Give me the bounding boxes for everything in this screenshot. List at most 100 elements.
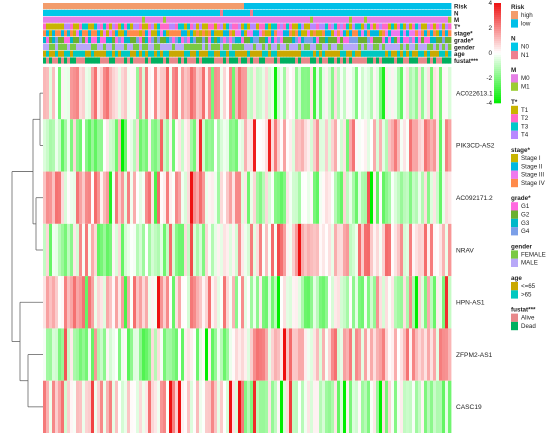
heatmap-cell bbox=[304, 171, 308, 224]
annotation-cell bbox=[91, 23, 95, 30]
annotation-cell bbox=[151, 16, 155, 23]
annotation-cell bbox=[136, 37, 140, 44]
heatmap-cell bbox=[136, 380, 140, 433]
annotation-cell bbox=[214, 57, 218, 64]
heatmap-cell bbox=[361, 119, 365, 172]
heatmap-cell bbox=[322, 380, 326, 433]
annotation-cell bbox=[271, 16, 275, 23]
annotation-cell bbox=[322, 9, 326, 16]
heatmap-cell bbox=[214, 380, 218, 433]
annotation-cell bbox=[307, 16, 311, 23]
heatmap-cell bbox=[280, 380, 284, 433]
annotation-cell bbox=[61, 3, 65, 10]
annotation-cell bbox=[103, 9, 107, 16]
annotation-cell bbox=[352, 30, 356, 37]
heatmap-cell bbox=[409, 276, 413, 329]
heatmap-cell bbox=[382, 119, 386, 172]
heatmap-cell bbox=[91, 276, 95, 329]
annotation-cell bbox=[367, 50, 371, 57]
annotation-cell bbox=[376, 30, 380, 37]
annotation-cell bbox=[388, 37, 392, 44]
heatmap-cell bbox=[169, 171, 173, 224]
heatmap-cell bbox=[169, 119, 173, 172]
annotation-cell bbox=[358, 57, 362, 64]
annotation-cell bbox=[418, 9, 422, 16]
heatmap-cell bbox=[367, 171, 371, 224]
heatmap-cell bbox=[172, 276, 176, 329]
annotation-cell bbox=[418, 50, 422, 57]
annotation-cell bbox=[232, 30, 236, 37]
annotation-cell bbox=[316, 50, 320, 57]
annotation-cell bbox=[391, 16, 395, 23]
annotation-cell bbox=[412, 37, 416, 44]
annotation-cell bbox=[334, 57, 338, 64]
annotation-cell bbox=[292, 9, 296, 16]
annotation-cell bbox=[277, 57, 281, 64]
annotation-cell bbox=[238, 23, 242, 30]
heatmap-cell bbox=[313, 67, 317, 120]
annotation-cell bbox=[358, 43, 362, 50]
annotation-cell bbox=[241, 37, 245, 44]
annotation-cell bbox=[208, 9, 212, 16]
heatmap-cell bbox=[253, 276, 257, 329]
annotation-cell bbox=[85, 30, 89, 37]
annotation-cell bbox=[433, 37, 437, 44]
annotation-cell bbox=[415, 23, 419, 30]
annotation-cell bbox=[262, 9, 266, 16]
heatmap-cell bbox=[133, 171, 137, 224]
annotation-cell bbox=[298, 57, 302, 64]
annotation-cell bbox=[289, 57, 293, 64]
annotation-cell bbox=[301, 16, 305, 23]
annotation-cell bbox=[268, 57, 272, 64]
heatmap-cell bbox=[139, 223, 143, 277]
heatmap-cell bbox=[433, 223, 437, 277]
heatmap-row bbox=[43, 276, 452, 329]
annotation-cell bbox=[427, 37, 431, 44]
heatmap-cell bbox=[334, 276, 338, 329]
heatmap-cell bbox=[235, 67, 239, 120]
heatmap-cell bbox=[433, 171, 437, 224]
annotation-cell bbox=[154, 16, 158, 23]
annotation-cell bbox=[328, 43, 332, 50]
heatmap-cell bbox=[277, 328, 281, 381]
heatmap-cell bbox=[193, 171, 197, 224]
heatmap-cell bbox=[49, 223, 53, 277]
heatmap-cell bbox=[415, 276, 419, 329]
heatmap-cell bbox=[73, 380, 77, 433]
heatmap-cell bbox=[277, 119, 281, 172]
annotation-cell bbox=[388, 9, 392, 16]
annotation-cell bbox=[301, 3, 305, 10]
annotation-cell bbox=[199, 57, 203, 64]
annotation-cell bbox=[325, 43, 329, 50]
heatmap-cell bbox=[94, 223, 98, 277]
annotation-cell bbox=[286, 57, 290, 64]
annotation-cell bbox=[214, 3, 218, 10]
heatmap-cell bbox=[448, 119, 452, 172]
heatmap-cell bbox=[343, 380, 347, 433]
annotation-cell bbox=[88, 43, 92, 50]
annotation-cell bbox=[232, 37, 236, 44]
heatmap-cell bbox=[58, 67, 62, 120]
heatmap-cell bbox=[214, 276, 218, 329]
annotation-cell bbox=[229, 50, 233, 57]
heatmap-cell bbox=[394, 223, 398, 277]
annotation-cell bbox=[226, 9, 230, 16]
heatmap-cell bbox=[322, 276, 326, 329]
annotation-cell bbox=[439, 50, 443, 57]
heatmap-cell bbox=[418, 223, 422, 277]
annotation-cell bbox=[436, 43, 440, 50]
heatmap-cell bbox=[358, 276, 362, 329]
annotation-cell bbox=[88, 30, 92, 37]
heatmap-cell bbox=[223, 171, 227, 224]
annotation-cell bbox=[217, 30, 221, 37]
heatmap-cell bbox=[439, 276, 443, 329]
annotation-cell bbox=[337, 50, 341, 57]
annotation-cell bbox=[211, 23, 215, 30]
legend-title: N bbox=[511, 36, 516, 43]
heatmap-cell bbox=[238, 171, 242, 224]
annotation-cell bbox=[310, 16, 314, 23]
annotation-cell bbox=[442, 57, 446, 64]
heatmap-cell bbox=[403, 171, 407, 224]
annotation-cell bbox=[223, 16, 227, 23]
